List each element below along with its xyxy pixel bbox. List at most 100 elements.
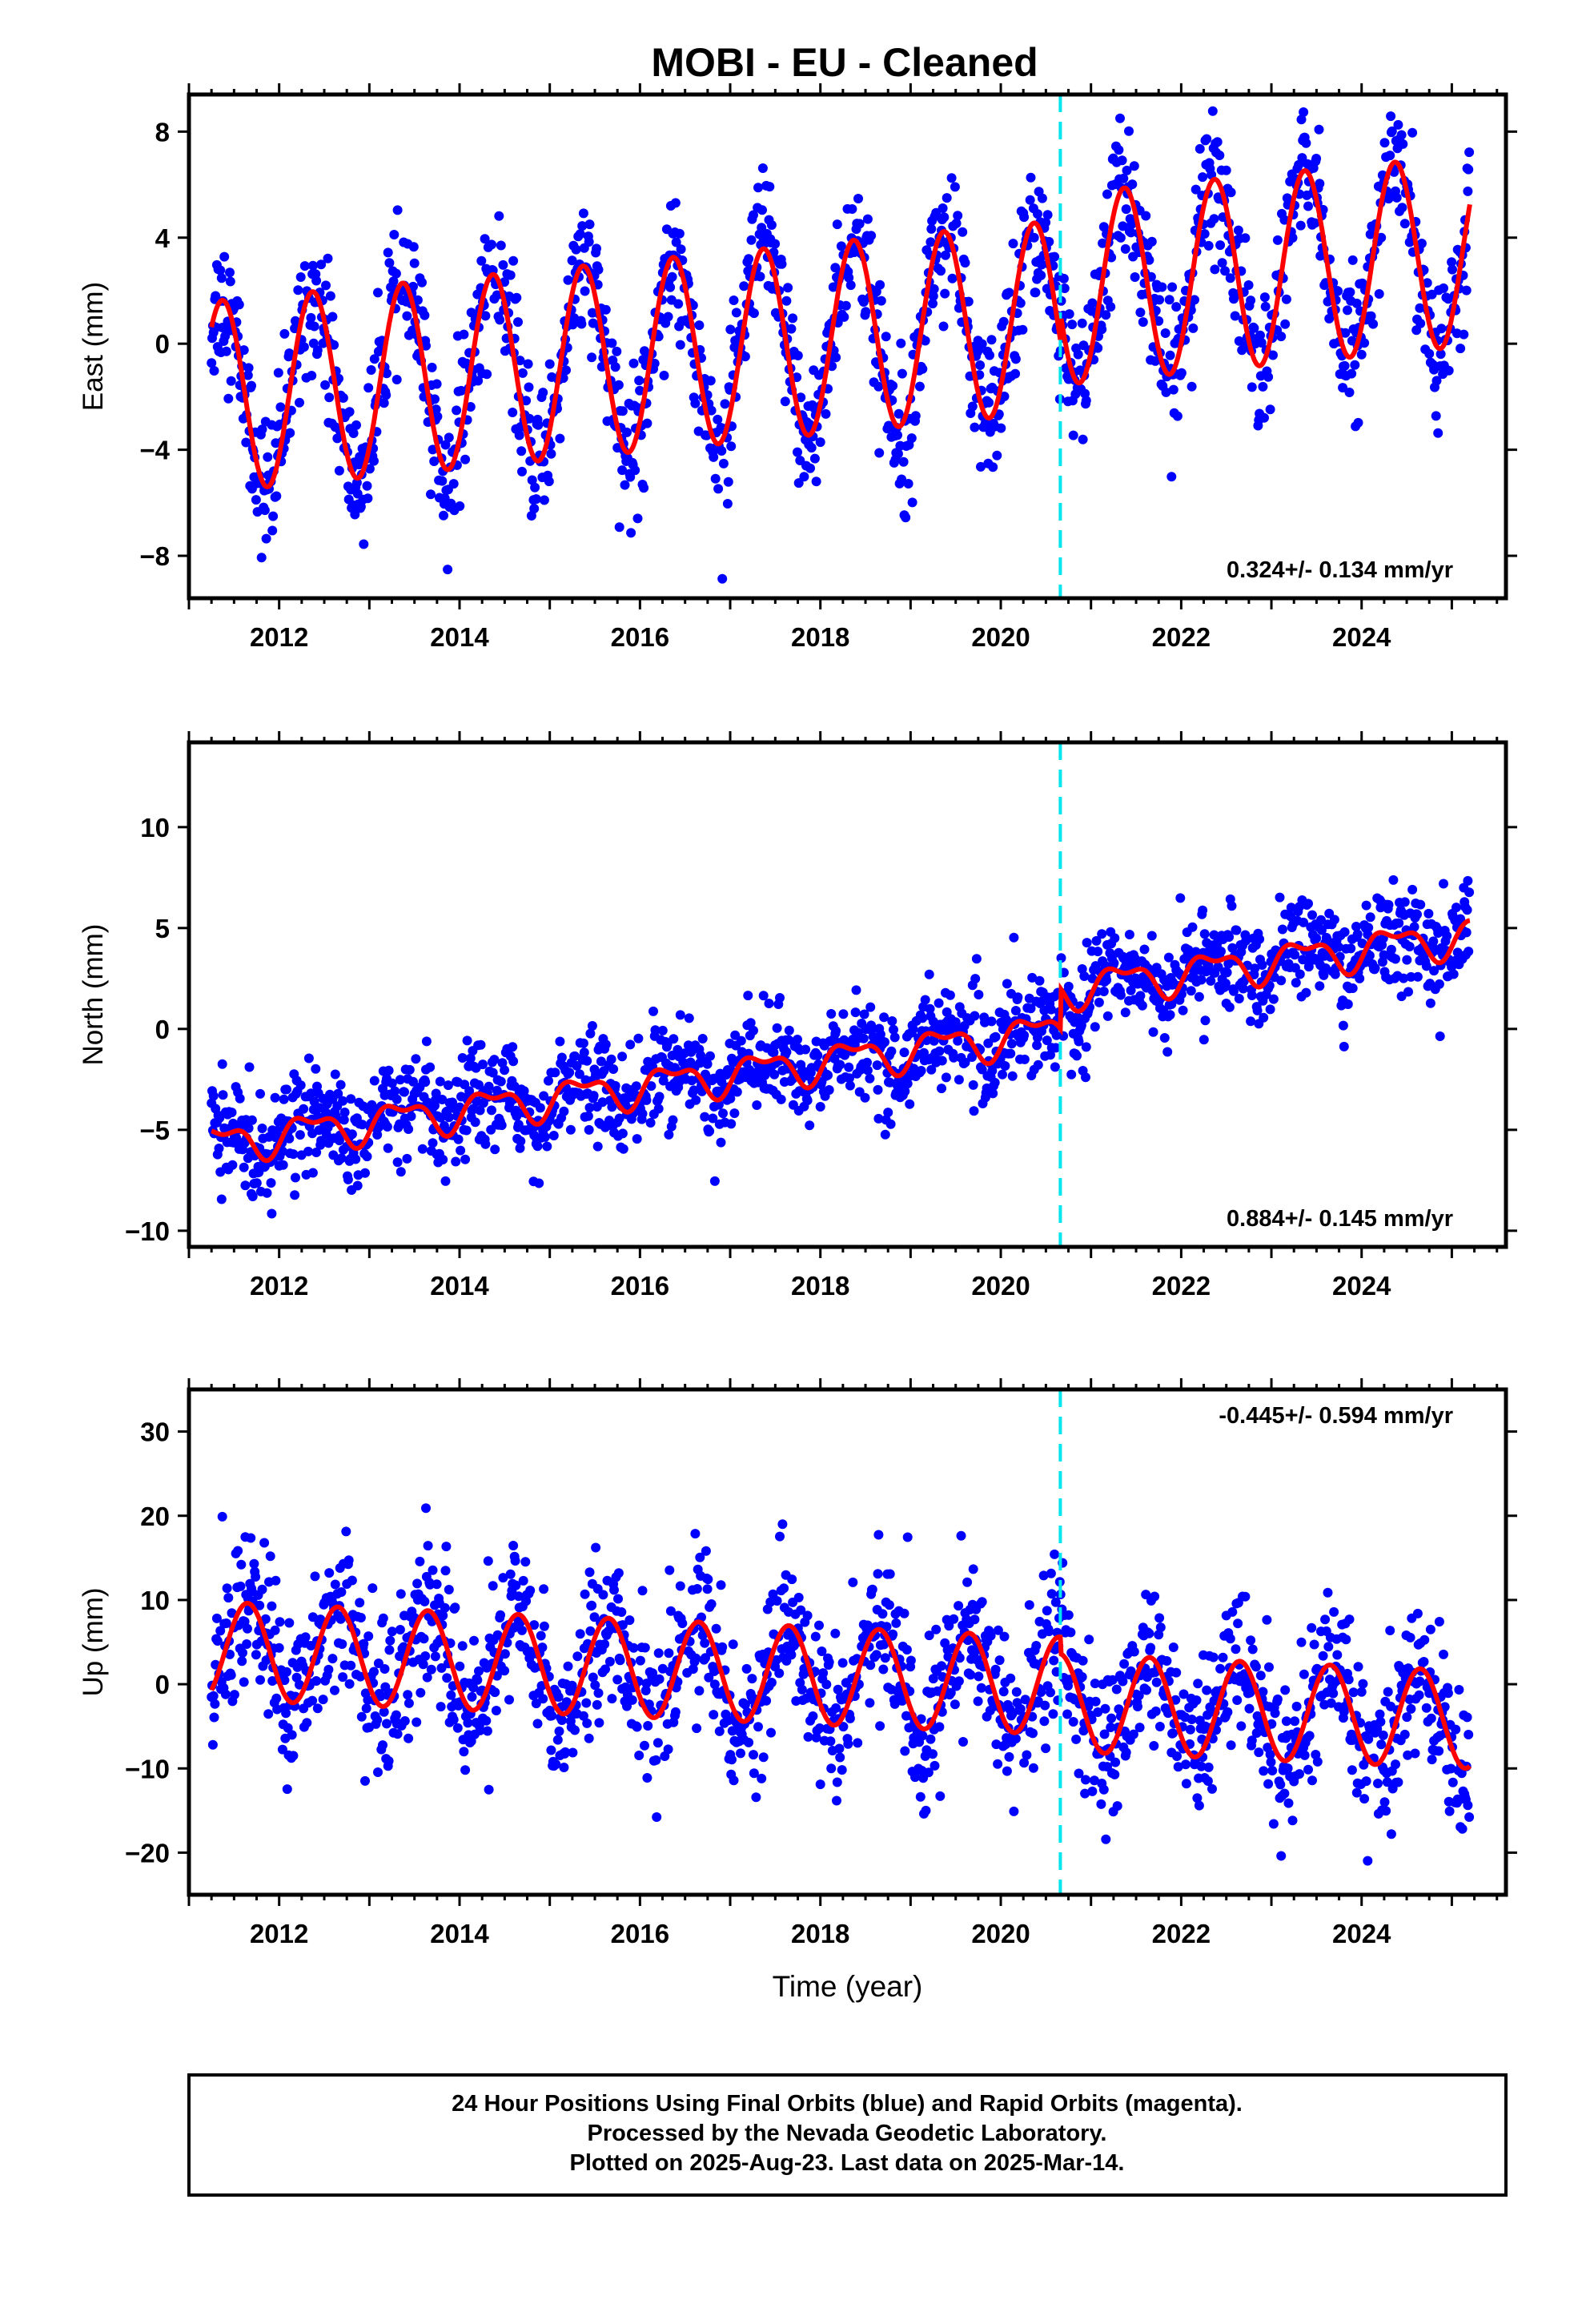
data-point [1115, 232, 1126, 243]
data-point [430, 1651, 440, 1662]
data-point [973, 1696, 983, 1707]
data-point [640, 1686, 651, 1695]
data-point [372, 1130, 383, 1140]
data-point [881, 332, 891, 342]
data-point [1081, 396, 1091, 406]
data-point [726, 1119, 737, 1129]
data-point [706, 1599, 717, 1609]
data-point [845, 1713, 855, 1723]
data-point [615, 1655, 625, 1666]
data-point [824, 1657, 834, 1667]
data-point [1247, 1644, 1258, 1655]
data-point [899, 1608, 909, 1618]
data-point [1188, 323, 1199, 333]
data-point [1090, 1679, 1100, 1689]
data-point [513, 317, 523, 328]
data-point [420, 310, 430, 320]
data-point [1345, 287, 1355, 297]
data-point [815, 1102, 825, 1112]
data-point [1046, 1568, 1056, 1578]
data-point [572, 1060, 582, 1071]
data-point [583, 1111, 593, 1121]
data-point [1464, 164, 1474, 175]
data-point [866, 231, 877, 241]
data-point [1134, 1691, 1144, 1701]
data-point [780, 396, 790, 407]
data-point [544, 359, 555, 369]
y-axis-label: East (mm) [78, 282, 109, 411]
data-point [1026, 172, 1036, 183]
data-point [283, 1723, 293, 1733]
data-point [277, 1744, 287, 1755]
data-point [275, 402, 286, 412]
data-point [372, 1715, 383, 1725]
data-point [1090, 1696, 1101, 1707]
data-point [1186, 1715, 1197, 1724]
data-point [858, 1033, 869, 1043]
data-point [505, 270, 516, 280]
data-point [949, 1614, 959, 1624]
data-point [400, 1716, 410, 1726]
data-point [1343, 305, 1352, 316]
data-point [446, 1690, 456, 1700]
data-point [223, 393, 234, 404]
data-point [1295, 969, 1305, 979]
data-point [1038, 1570, 1049, 1581]
data-point [1019, 1054, 1030, 1064]
data-point [600, 304, 611, 315]
data-point [1240, 1591, 1251, 1602]
x-tick-label: 2018 [791, 1271, 849, 1301]
data-point [1036, 270, 1046, 280]
data-point [1114, 145, 1124, 155]
data-point [267, 1208, 277, 1219]
data-point [379, 398, 389, 408]
data-point [1129, 161, 1139, 171]
data-point [571, 244, 581, 255]
data-point [238, 1647, 247, 1658]
data-point [536, 1630, 546, 1641]
data-point [1353, 417, 1363, 428]
data-point [713, 1100, 724, 1110]
data-point [954, 1601, 964, 1611]
data-point [483, 1556, 493, 1566]
data-point [243, 363, 254, 373]
data-point [1044, 1626, 1054, 1637]
data-point [871, 1650, 881, 1660]
data-point [381, 390, 391, 400]
data-point [757, 205, 767, 215]
data-point [946, 173, 957, 183]
data-point [786, 1650, 797, 1660]
data-point [404, 1124, 414, 1134]
data-point [1301, 987, 1311, 998]
data-point [851, 985, 861, 995]
data-point [630, 465, 640, 476]
data-point [417, 277, 427, 287]
data-point [1176, 368, 1186, 378]
data-point [379, 1664, 390, 1674]
data-point [703, 1574, 713, 1585]
data-point [1162, 1047, 1173, 1057]
data-point [711, 1623, 721, 1634]
data-point [1015, 1704, 1026, 1714]
data-point [227, 1160, 238, 1170]
data-point [412, 1717, 422, 1727]
data-point [1196, 1761, 1207, 1771]
data-point [1115, 113, 1125, 123]
data-point [787, 1574, 797, 1585]
data-point [1249, 323, 1259, 333]
data-point [1081, 1775, 1090, 1785]
data-point [765, 182, 775, 192]
data-point [641, 1095, 652, 1105]
data-point [1281, 294, 1291, 304]
data-point [1129, 1647, 1139, 1657]
data-point [1149, 1741, 1159, 1751]
data-point [1255, 1671, 1266, 1681]
data-point [811, 1732, 821, 1743]
data-point [1213, 962, 1223, 972]
data-point [244, 1062, 255, 1072]
data-point [311, 1063, 321, 1074]
data-point [1262, 1614, 1272, 1625]
data-point [357, 1120, 367, 1130]
data-point [802, 1610, 813, 1621]
data-point [1207, 1783, 1217, 1794]
